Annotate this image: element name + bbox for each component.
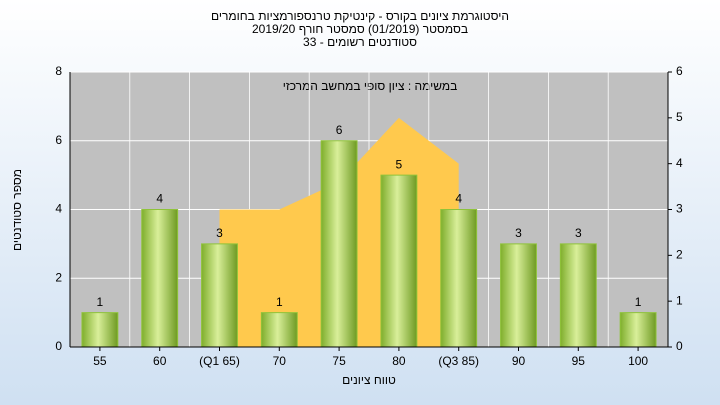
- bar: [559, 243, 597, 348]
- bar: [81, 312, 119, 348]
- y-tick-label: 6: [55, 133, 62, 147]
- data-label: 1: [97, 295, 104, 309]
- bar: [201, 243, 238, 348]
- annotation: במשימה : ציון סופי במחשב המרכזי: [283, 79, 458, 93]
- bar: [260, 312, 298, 348]
- bar: [141, 209, 179, 348]
- x-tick-label: (Q1 65): [199, 354, 240, 368]
- x-axis-label: טווח ציונים: [342, 373, 396, 387]
- y2-tick-label: 1: [676, 293, 683, 307]
- y2-tick-label: 2: [676, 248, 683, 262]
- y2-tick-label: 6: [676, 64, 683, 78]
- y-tick-label: 2: [55, 270, 62, 284]
- data-label: 6: [336, 123, 343, 137]
- y2-tick-label: 4: [676, 156, 683, 170]
- x-tick-label: 95: [572, 354, 586, 368]
- y2-tick-label: 0: [676, 339, 683, 353]
- y-axis-label: מספר סטודנטים: [10, 169, 24, 251]
- data-label: 5: [396, 157, 403, 171]
- y-tick-label: 8: [55, 64, 62, 78]
- x-tick-label: 55: [93, 354, 107, 368]
- data-label: 1: [276, 295, 283, 309]
- data-label: 3: [515, 226, 522, 240]
- bar: [320, 140, 358, 348]
- data-label: 1: [635, 295, 642, 309]
- x-tick-label: 60: [153, 354, 167, 368]
- bar: [380, 174, 418, 348]
- y2-tick-label: 5: [676, 110, 683, 124]
- data-label: 4: [455, 192, 462, 206]
- bar: [500, 243, 537, 348]
- bar: [440, 209, 478, 348]
- data-label: 3: [216, 226, 223, 240]
- data-label: 3: [575, 226, 582, 240]
- title-line: בסמסטר (01/2019) סמסטר חורף 2019/20: [252, 22, 468, 36]
- x-tick-label: 80: [392, 354, 406, 368]
- title-line: סטודנטים רשומים - 33: [303, 35, 417, 49]
- y2-tick-label: 3: [676, 202, 683, 216]
- x-tick-label: (Q3 85): [438, 354, 479, 368]
- bar: [619, 312, 657, 348]
- title-line: היסטוגרמת ציונים בקורס - קינטיקת טרנספור…: [211, 9, 509, 23]
- data-label: 4: [156, 192, 163, 206]
- x-tick-label: 75: [332, 354, 346, 368]
- y-tick-label: 0: [55, 339, 62, 353]
- y-tick-label: 4: [55, 202, 62, 216]
- x-tick-label: 100: [628, 354, 648, 368]
- x-tick-label: 70: [273, 354, 287, 368]
- x-tick-label: 90: [512, 354, 526, 368]
